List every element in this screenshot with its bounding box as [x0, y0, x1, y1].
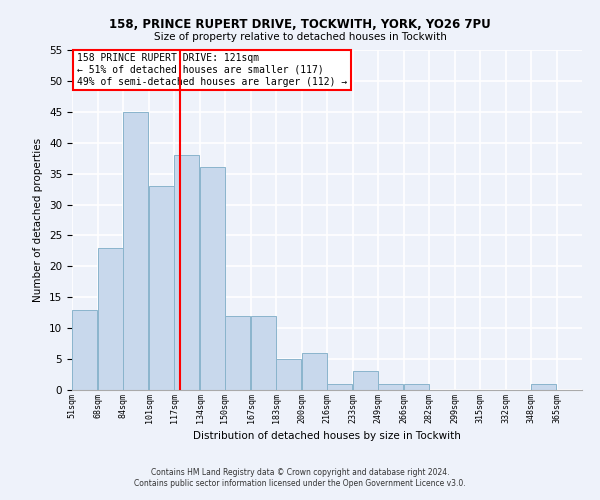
Bar — [225, 316, 250, 390]
Bar — [276, 359, 301, 390]
Bar — [378, 384, 403, 390]
Bar — [327, 384, 352, 390]
Bar — [531, 384, 556, 390]
Bar — [123, 112, 148, 390]
Bar — [404, 384, 430, 390]
Bar — [174, 155, 199, 390]
Bar — [98, 248, 124, 390]
X-axis label: Distribution of detached houses by size in Tockwith: Distribution of detached houses by size … — [193, 431, 461, 441]
Text: 158 PRINCE RUPERT DRIVE: 121sqm
← 51% of detached houses are smaller (117)
49% o: 158 PRINCE RUPERT DRIVE: 121sqm ← 51% of… — [77, 54, 347, 86]
Bar — [72, 310, 97, 390]
Bar — [353, 372, 379, 390]
Text: Contains HM Land Registry data © Crown copyright and database right 2024.
Contai: Contains HM Land Registry data © Crown c… — [134, 468, 466, 487]
Bar — [149, 186, 175, 390]
Bar — [302, 353, 328, 390]
Y-axis label: Number of detached properties: Number of detached properties — [34, 138, 43, 302]
Bar — [251, 316, 277, 390]
Text: Size of property relative to detached houses in Tockwith: Size of property relative to detached ho… — [154, 32, 446, 42]
Bar — [200, 168, 226, 390]
Text: 158, PRINCE RUPERT DRIVE, TOCKWITH, YORK, YO26 7PU: 158, PRINCE RUPERT DRIVE, TOCKWITH, YORK… — [109, 18, 491, 30]
